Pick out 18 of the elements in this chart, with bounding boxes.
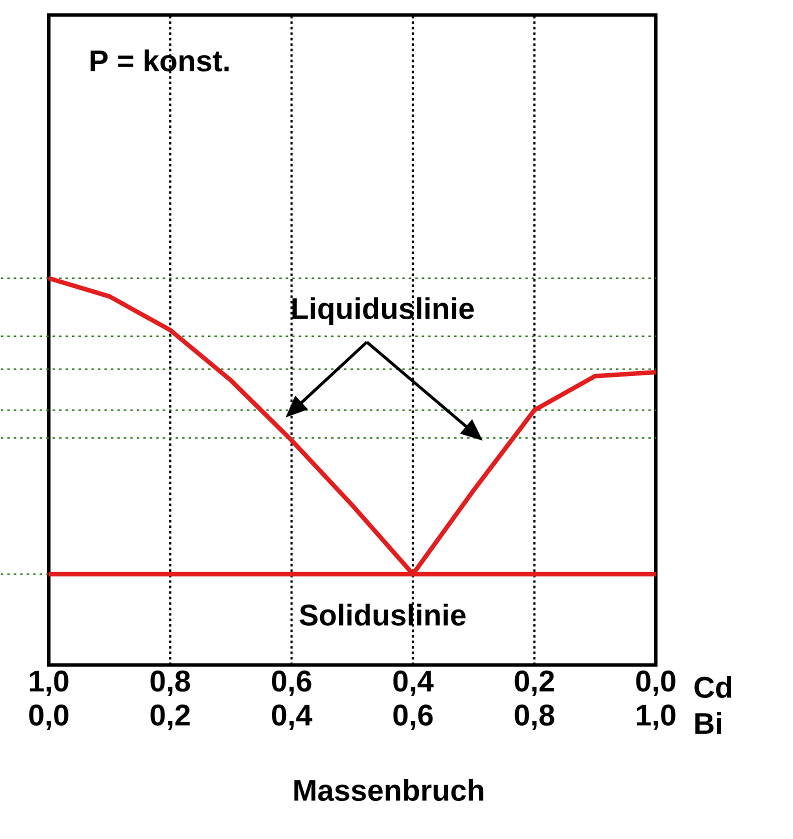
x-axis-title: Massenbruch (294, 779, 484, 801)
text: Cd (694, 676, 732, 698)
x2-tick-label: 0,0 (29, 704, 68, 730)
x-tick-label: 0,6 (272, 670, 312, 696)
x-tick-label: 1,0 (30, 670, 68, 696)
x-tick-label: 0,2 (514, 670, 554, 696)
x2-tick-label: 0,6 (393, 704, 433, 730)
x2-tick-label: 1,0 (636, 704, 676, 730)
text: Bi (695, 712, 722, 734)
text: Liquiduslinie (292, 297, 474, 326)
text: P = konst. (90, 50, 229, 72)
x2-tick-label: 0,4 (272, 704, 312, 730)
x-tick-label: 0,8 (150, 670, 190, 696)
x-tick-label: 0,0 (636, 670, 676, 696)
x2-tick-label: 0,2 (150, 704, 190, 730)
series-label: Soliduslinie (300, 604, 466, 626)
x2-tick-label: 0,8 (514, 704, 554, 730)
x-tick-label: 0,4 (393, 670, 434, 696)
